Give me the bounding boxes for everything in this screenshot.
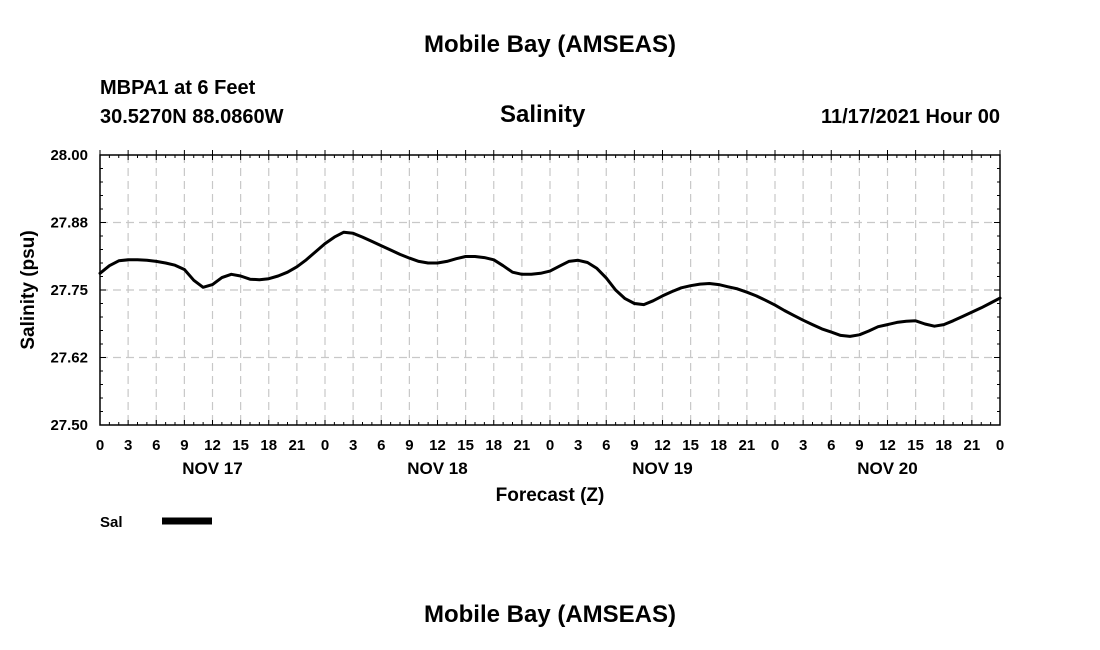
x-tick-label: 15	[907, 437, 924, 454]
grid	[100, 155, 1000, 425]
y-tick-label: 27.62	[50, 350, 88, 367]
forecast-datetime: 11/17/2021 Hour 00	[820, 106, 1000, 128]
x-tick-label: 3	[349, 437, 357, 454]
x-tick-label: 9	[405, 437, 413, 454]
x-tick-label: 15	[457, 437, 474, 454]
legend-label: Sal	[100, 514, 123, 531]
x-tick-label: 15	[232, 437, 249, 454]
x-day-label: NOV 20	[857, 459, 917, 478]
x-tick-label: 6	[152, 437, 160, 454]
x-tick-label: 6	[377, 437, 385, 454]
x-tick-label: 0	[321, 437, 329, 454]
x-tick-label: 18	[935, 437, 952, 454]
x-tick-label: 0	[996, 437, 1004, 454]
y-axis-title: Salinity (psu)	[18, 230, 39, 349]
series-line-sal	[98, 230, 1002, 338]
x-tick-label: 3	[574, 437, 582, 454]
x-tick-label: 12	[654, 437, 671, 454]
y-tick-label: 27.75	[50, 282, 88, 299]
x-tick-label: 9	[630, 437, 638, 454]
x-tick-label: 18	[710, 437, 727, 454]
x-tick-label: 21	[964, 437, 981, 454]
x-tick-label: 9	[855, 437, 863, 454]
x-tick-label: 12	[429, 437, 446, 454]
series-layer	[98, 230, 1002, 338]
page-title: Mobile Bay (AMSEAS)	[423, 31, 677, 58]
y-tick-label: 27.50	[50, 417, 88, 434]
x-tick-label: 21	[289, 437, 306, 454]
x-day-label: NOV 19	[632, 459, 692, 478]
x-axis-title: Forecast (Z)	[496, 485, 605, 506]
footer-title: Mobile Bay (AMSEAS)	[423, 601, 677, 628]
axis-labels: 0 3 6 9 12 15 18 21 0 3 6 9 12 15 18 21 0 3 6 9 12 15 18 21 0 3 6 9…	[50, 147, 1004, 478]
x-tick-label: 21	[514, 437, 531, 454]
chart-subtitle: Salinity	[500, 101, 586, 128]
x-day-label: NOV 18	[407, 459, 467, 478]
x-tick-label: 15	[682, 437, 699, 454]
x-tick-label: 3	[799, 437, 807, 454]
x-tick-label: 6	[827, 437, 835, 454]
x-day-label: NOV 17	[182, 459, 242, 478]
x-tick-label: 0	[546, 437, 554, 454]
y-tick-label: 28.00	[50, 147, 88, 164]
x-tick-label: 6	[602, 437, 610, 454]
station-coords: 30.5270N 88.0860W	[100, 106, 284, 128]
x-tick-label: 21	[739, 437, 756, 454]
x-tick-label: 0	[771, 437, 779, 454]
x-tick-label: 0	[96, 437, 104, 454]
x-tick-label: 12	[879, 437, 896, 454]
legend: Sal	[100, 514, 212, 531]
x-tick-label: 3	[124, 437, 132, 454]
y-tick-label: 27.88	[50, 215, 88, 232]
x-tick-label: 12	[204, 437, 221, 454]
x-tick-label: 18	[485, 437, 502, 454]
station-label: MBPA1 at 6 Feet	[100, 77, 256, 99]
axis-ticks	[99, 150, 1001, 426]
x-tick-label: 18	[260, 437, 277, 454]
x-tick-label: 9	[180, 437, 188, 454]
